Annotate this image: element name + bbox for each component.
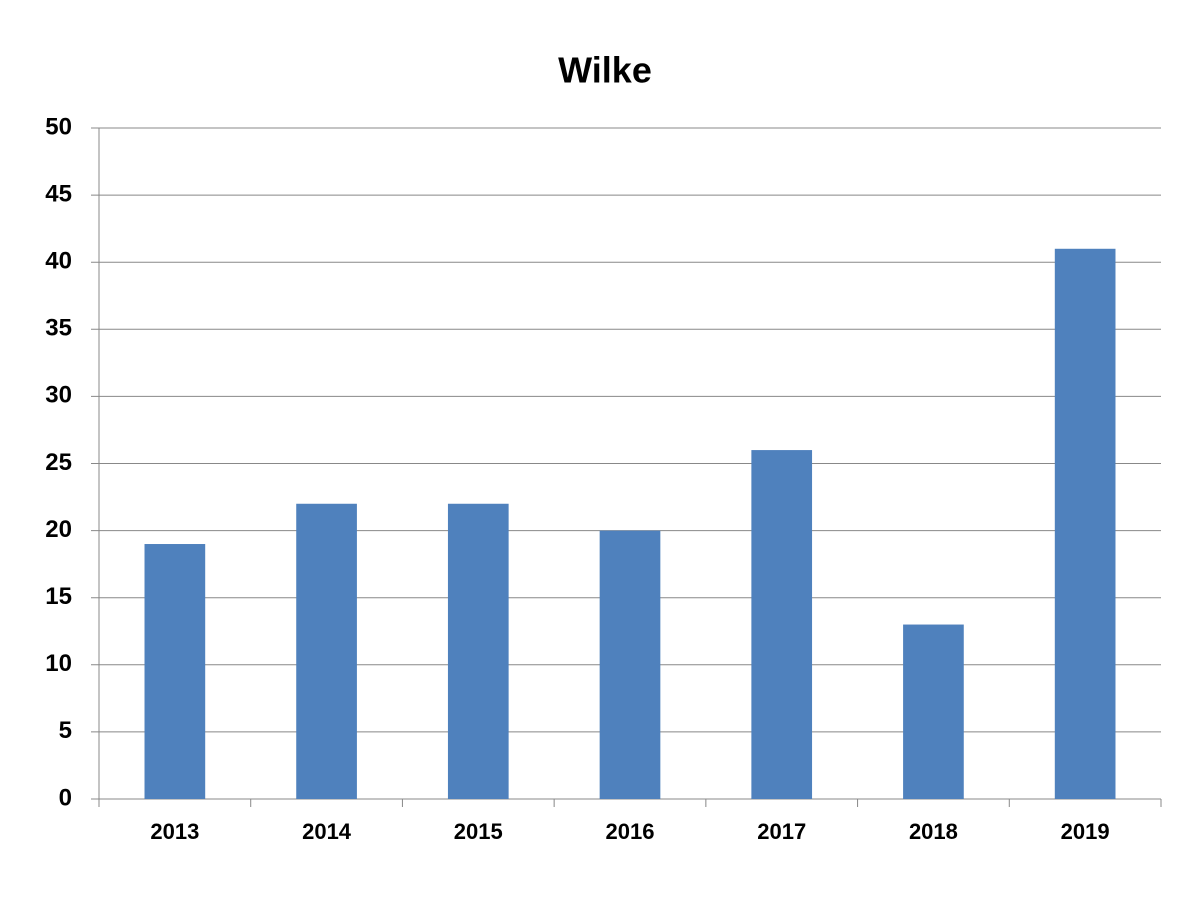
y-tick-label: 5 (59, 717, 72, 744)
chart-title: Wilke (558, 50, 652, 91)
bar (751, 450, 813, 799)
x-tick-label: 2018 (909, 819, 958, 844)
bar (296, 503, 357, 799)
x-tick-label: 2016 (606, 819, 655, 844)
y-tick-label: 25 (45, 449, 72, 476)
x-tick-label: 2014 (302, 819, 352, 844)
y-tick-label: 15 (45, 583, 72, 610)
bar (599, 530, 661, 799)
y-tick-label: 20 (45, 516, 72, 543)
bar (144, 544, 206, 799)
y-tick-label: 35 (45, 315, 72, 342)
bar (1054, 248, 1116, 799)
y-tick-label: 40 (45, 248, 72, 275)
y-tick-label: 10 (45, 650, 72, 677)
y-tick-label: 45 (45, 180, 72, 207)
y-tick-label: 0 (59, 784, 72, 811)
y-tick-label: 50 (45, 113, 72, 140)
bar (447, 503, 509, 799)
x-tick-label: 2019 (1061, 819, 1110, 844)
x-tick-label: 2015 (454, 819, 503, 844)
x-tick-label: 2017 (757, 819, 806, 844)
bar (903, 624, 964, 799)
x-tick-label: 2013 (150, 819, 199, 844)
y-tick-label: 30 (45, 382, 72, 409)
